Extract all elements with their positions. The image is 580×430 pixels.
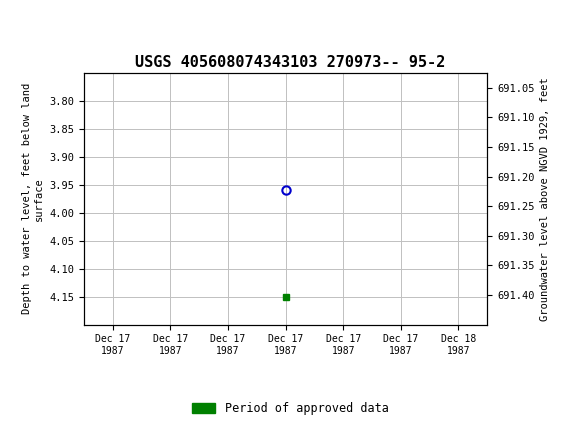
Legend: Period of approved data: Period of approved data (187, 397, 393, 420)
Text: USGS 405608074343103 270973-- 95-2: USGS 405608074343103 270973-- 95-2 (135, 55, 445, 70)
Y-axis label: Groundwater level above NGVD 1929, feet: Groundwater level above NGVD 1929, feet (540, 77, 550, 321)
Y-axis label: Depth to water level, feet below land
surface: Depth to water level, feet below land su… (22, 83, 44, 314)
Text: ≡USGS: ≡USGS (6, 14, 60, 31)
